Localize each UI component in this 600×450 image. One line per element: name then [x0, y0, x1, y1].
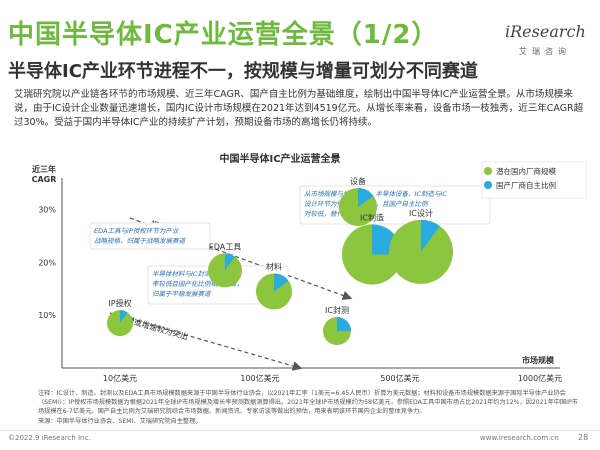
bubble-domestic	[274, 273, 289, 292]
bubble-domestic	[120, 310, 128, 324]
page-number: 28	[578, 433, 589, 442]
page-subtitle: 半导体IC产业环节进程不一，按规模与增量可划分不同赛道	[8, 61, 478, 82]
x-tick-label: 100亿美元	[240, 373, 279, 383]
page-title: 中国半导体IC产业运营全景（1/2）	[8, 20, 439, 50]
annotation-text: 率较低且国产化比例相对较高，	[152, 280, 243, 288]
legend-box	[481, 161, 587, 199]
source-note: 来源：中国半导体行业协会、SEMI、艾瑞研究院自主整理。	[38, 418, 202, 425]
bubble-domestic	[225, 253, 235, 271]
intro-paragraph: 艾瑞研究院以产业链各环节的市场规模、近三年CAGR、国产自主比例为基础维度，绘制…	[14, 89, 584, 128]
bubble-label: IC设计	[409, 208, 433, 218]
legend-label: 潜在国内厂商规模	[496, 166, 556, 176]
bubble-label: EDA工具	[209, 242, 242, 251]
arrow-lower	[109, 312, 303, 371]
annotation-text: 半导体材料与IC封测环节增长	[152, 270, 237, 278]
bubble-EDA工具: EDA工具	[208, 242, 242, 288]
copyright: ©2022.9 iResearch Inc.	[8, 434, 91, 442]
bubble-label: 材料	[266, 261, 282, 271]
y-tick-label: 10%	[38, 311, 56, 320]
annotation-text: EDA工具与IP授权环节为产业	[94, 227, 179, 235]
bubble-设备: 设备	[339, 176, 377, 227]
bubble-chart: 中国半导体IC产业运营全景 近三年 CAGR 10% 20% 30% 10亿美元 100亿…	[32, 152, 587, 383]
footnote: 注释：IC设计、制造、封测以及EDA工具市场规模数据来源于中国半导体行业协会，以…	[38, 390, 578, 415]
bubble-材料: 材料	[256, 261, 292, 310]
website-link: www.iresearch.com.cn	[480, 434, 559, 442]
annotation-text: 从市场规模与增速来看，半导体设备、IC制造与IC	[304, 190, 447, 198]
legend-swatch	[484, 167, 492, 175]
annotation-box	[89, 222, 211, 250]
bubble-label: 设备	[350, 176, 366, 186]
bubble-domestic	[337, 317, 351, 332]
iresearch-logo: iResearch 艾瑞咨询	[505, 22, 586, 62]
logo-text: iResearch	[505, 22, 586, 41]
annotation-text: 对较低，替代空间广阔	[304, 210, 371, 218]
bubble-label: IC封测	[325, 305, 349, 315]
x-tick-label: 500亿美元	[380, 373, 419, 383]
x-tick-label: 10亿美元	[103, 373, 137, 383]
legend-swatch	[484, 181, 492, 189]
y-axis-label: 近三年 CAGR	[32, 164, 57, 184]
y-tick-label: 30%	[38, 206, 56, 215]
bubble-domestic	[358, 188, 374, 208]
annotation-text: 归属于平稳发展赛道	[152, 290, 212, 298]
x-tick-label: 1000亿美元	[518, 373, 562, 383]
logo-cn: 艾瑞咨询	[519, 47, 571, 56]
legend-label: 国产厂商自主比例	[496, 180, 556, 190]
annotation-text: 战略规格，归属于战略发展赛道	[94, 237, 187, 245]
y-tick-label: 20%	[38, 258, 56, 267]
bubble-IC封测: IC封测	[323, 305, 351, 346]
bubble-IP授权: IP授权	[107, 298, 133, 337]
bubble-domestic	[421, 219, 440, 252]
chart-title: 中国半导体IC产业运营全景	[219, 152, 340, 165]
bubble-label: IP授权	[108, 298, 131, 308]
footer-divider	[0, 430, 600, 431]
x-axis-label: 市场规模	[522, 355, 555, 365]
bubble-IC设计: IC设计	[389, 208, 453, 284]
bubble-label: IC制造	[360, 213, 384, 223]
